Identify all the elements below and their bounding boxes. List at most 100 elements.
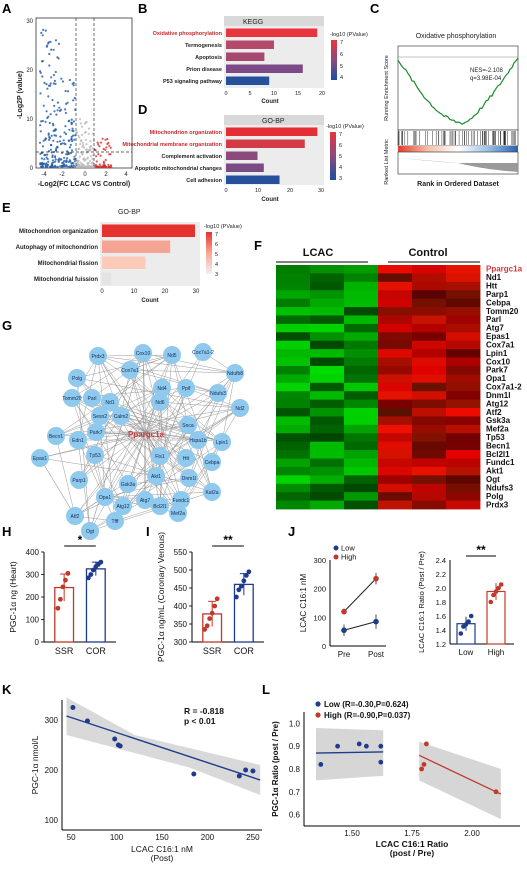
volcano-point [102, 160, 105, 163]
gene-label-atf2: Atf2 [486, 408, 502, 417]
y-tick-label: 100 [26, 616, 40, 625]
heatmap-cell [378, 492, 413, 501]
volcano-point [53, 129, 57, 132]
heatmap-cell [378, 273, 413, 283]
gene-label-cox7a1: Cox7a1 [486, 341, 515, 350]
heatmap-cell [310, 273, 345, 283]
network-node-label-nd5: Nd5 [167, 353, 176, 359]
network-node-lpin1 [213, 433, 231, 451]
network-node-epas1 [31, 449, 49, 467]
volcano-point [54, 70, 57, 74]
network-edge [114, 499, 182, 522]
volcano-point [59, 135, 62, 138]
volcano-point [87, 132, 90, 135]
volcano-point [75, 131, 78, 134]
heatmap-cell [446, 281, 481, 291]
bar-termogenesis [226, 40, 274, 49]
network-edge [71, 397, 147, 433]
data-point [236, 773, 242, 779]
c-nes: NES=-2.108 [470, 68, 504, 74]
y-tick-label: 2.2 [436, 570, 446, 579]
volcano-point [50, 76, 53, 79]
network-node-label-cox7a1: Cox7a1 [121, 368, 138, 374]
d-title-strip [224, 115, 324, 125]
volcano-point [50, 48, 53, 51]
volcano-point [83, 159, 87, 162]
volcano-point [63, 131, 66, 134]
data-point-high [424, 741, 429, 747]
network-edge [104, 491, 213, 498]
volcano-point [47, 95, 50, 98]
a-ylabel: -Log2P (value) [17, 71, 24, 119]
volcano-point [98, 145, 101, 148]
heatmap-cell [446, 466, 481, 476]
network-node-cebpa [203, 453, 221, 471]
network-edge [76, 377, 91, 532]
legend-high-dot [333, 554, 339, 560]
volcano-point [45, 110, 48, 113]
heatmap-cell [446, 399, 481, 409]
heatmap-cell [344, 298, 379, 308]
term-cell-adhesion: Cell adhesion [186, 178, 222, 184]
heatmap-cell [412, 500, 447, 510]
volcano-point [61, 80, 64, 83]
volcano-point [39, 124, 42, 127]
panel-a: A 0 10 20 30 -4 -2 0 2 4 -Log2P (value) … [2, 1, 133, 188]
volcano-point [95, 155, 98, 158]
volcano-point [79, 151, 83, 154]
e-title: GO-BP [118, 209, 141, 216]
volcano-point [98, 163, 101, 166]
d-legend-colorbar [330, 132, 336, 180]
volcano-point [85, 121, 88, 124]
volcano-point [49, 148, 53, 151]
y-tick-label: 300 [313, 556, 326, 565]
bar-mitochondrial-fuission [102, 272, 112, 285]
heatmap-cell [378, 483, 413, 493]
network-edge [221, 372, 236, 443]
volcano-point [57, 42, 61, 46]
heatmap-cell [276, 290, 311, 300]
series-point-low [373, 618, 379, 625]
volcano-point [41, 145, 45, 148]
category-label: COR [86, 646, 107, 656]
heatmap-cell [344, 450, 379, 459]
panel-b: B KEGG 0 5 10 15 20 Count -log10 (PValue… [138, 1, 368, 105]
gene-label-tomm20: Tomm20 [486, 307, 519, 316]
volcano-point [45, 162, 48, 165]
low-regression-line [315, 751, 384, 754]
heatmap-cell [412, 399, 447, 409]
volcano-point [42, 162, 46, 165]
gene-label-ogt: Ogt [486, 475, 500, 484]
f-group-control: Control [408, 247, 447, 259]
e-legend-6: 6 [215, 242, 218, 248]
term-mitochondrial-fuission: Mitochondrial fuission [34, 277, 98, 283]
panel-d: D GO-BP 0 10 20 30 Count -log10 (PValue)… [138, 102, 364, 203]
chart-l: 1.50 1.75 2.00 0.6 0.7 0.8 0.9 1.0 Low (R=-0.30,… [271, 700, 520, 858]
panel-label-g: G [2, 318, 12, 333]
heatmap-cell [378, 290, 413, 300]
term-mitochondrion-organization: Mitochondrion organization [150, 130, 223, 136]
b-legend-7: 7 [340, 40, 343, 46]
network-edge [74, 431, 147, 517]
gene-label-akt1: Akt1 [486, 467, 504, 476]
legend-high-dot [315, 712, 321, 718]
panel-label-c: C [370, 1, 380, 16]
heatmap-cell [378, 391, 413, 401]
data-point [498, 582, 504, 587]
volcano-point [46, 153, 49, 156]
heatmap-cell [446, 424, 481, 434]
heatmap-cell [412, 475, 447, 485]
d-legend-6: 6 [339, 143, 342, 149]
heatmap-cell [446, 374, 481, 384]
network-edge [89, 431, 147, 532]
volcano-point [43, 81, 46, 84]
network-node-label-ogt: Ogt [86, 529, 95, 535]
heatmap-cell [446, 349, 481, 358]
volcano-point [42, 28, 45, 31]
panel-i: I 300 350 400 450 500 550 SSR COR ** PGC-1α ng/mL… [146, 524, 264, 662]
term-autophagy-of-mitochondrion: Autophagy of mitochondrion [16, 245, 99, 251]
network-node-fis1 [151, 447, 169, 465]
volcano-point [85, 138, 88, 141]
